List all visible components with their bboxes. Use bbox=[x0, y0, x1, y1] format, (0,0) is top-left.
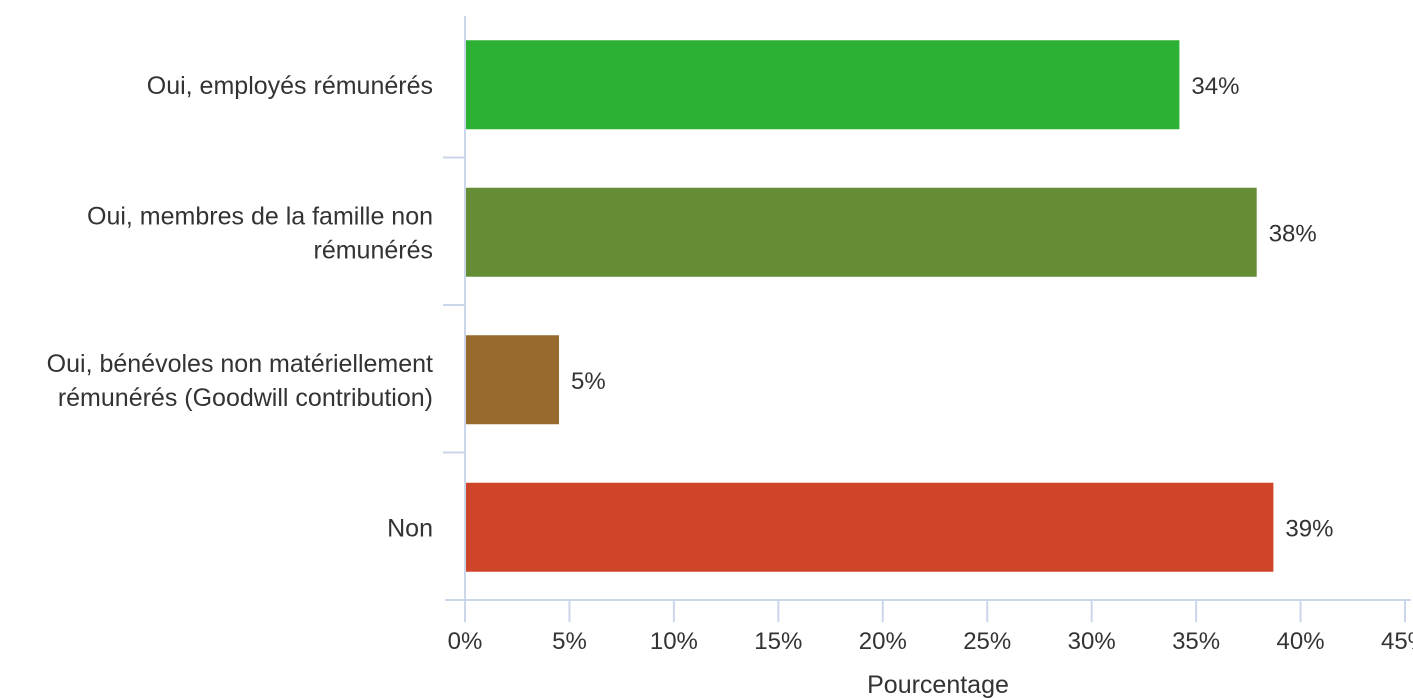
bar[interactable] bbox=[466, 482, 1274, 572]
category-label-line: rémunérés (Goodwill contribution) bbox=[58, 384, 433, 412]
category-label: Oui, bénévoles non matériellement rémunér… bbox=[47, 350, 433, 412]
bar[interactable] bbox=[466, 335, 559, 425]
category-label: Oui, employés rémunérés bbox=[147, 72, 433, 100]
x-axis-title: Pourcentage bbox=[867, 671, 1009, 698]
category-label-line: Oui, bénévoles non matériellement bbox=[47, 350, 433, 378]
category-label: Non bbox=[387, 514, 433, 542]
x-tick-label: 10% bbox=[650, 628, 698, 655]
x-tick-label: 0% bbox=[448, 628, 483, 655]
category-label: Oui, membres de la famille non rémunérés bbox=[87, 202, 433, 264]
bar[interactable] bbox=[466, 187, 1257, 277]
x-tick-label: 45% bbox=[1381, 628, 1413, 655]
data-label: 34% bbox=[1191, 73, 1239, 100]
x-tick-label: 25% bbox=[963, 628, 1011, 655]
category-label-line: Non bbox=[387, 514, 433, 542]
data-label: 5% bbox=[571, 368, 606, 395]
x-tick-label: 15% bbox=[754, 628, 802, 655]
axes-layer bbox=[443, 16, 1411, 622]
x-tick-label: 5% bbox=[552, 628, 587, 655]
x-tick-label: 30% bbox=[1068, 628, 1116, 655]
x-tick-label: 20% bbox=[859, 628, 907, 655]
x-tick-label: 35% bbox=[1172, 628, 1220, 655]
category-label-line: Oui, membres de la famille non bbox=[87, 202, 433, 230]
data-label: 39% bbox=[1285, 515, 1333, 542]
bar[interactable] bbox=[466, 40, 1180, 130]
category-label-line: Oui, employés rémunérés bbox=[147, 72, 433, 100]
bars-layer bbox=[466, 40, 1274, 572]
labels-layer: 0% 5% 10% 15% 20% 25% 30% 35% 40% 45% 34% Oui, empl… bbox=[47, 72, 1413, 655]
data-label: 38% bbox=[1269, 220, 1317, 247]
x-tick-label: 40% bbox=[1277, 628, 1325, 655]
category-label-line: rémunérés bbox=[314, 236, 434, 264]
